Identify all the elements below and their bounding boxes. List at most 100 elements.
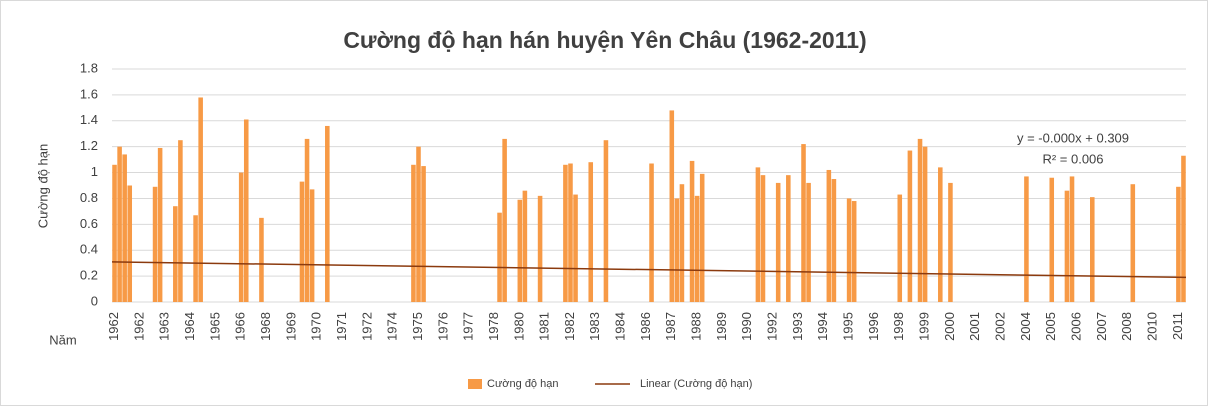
x-tick-label: 1977	[461, 312, 476, 341]
x-tick-label: 1975	[410, 312, 425, 341]
x-tick-label: 1972	[359, 312, 374, 341]
bar	[127, 185, 133, 302]
x-tick-label: 1980	[511, 312, 526, 341]
x-tick-label: 1988	[689, 312, 704, 341]
x-tick-label: 2008	[1119, 312, 1134, 341]
x-tick-label: 2010	[1145, 312, 1160, 341]
y-axis-label: Cường độ hạn	[35, 144, 50, 228]
bar	[537, 195, 543, 302]
x-tick-label: 1971	[334, 312, 349, 341]
x-tick-label: 1981	[537, 312, 552, 341]
bar	[674, 198, 680, 302]
bar	[1176, 186, 1181, 302]
bar	[948, 182, 953, 302]
x-tick-label: 1964	[182, 312, 197, 341]
x-tick-label: 1966	[233, 312, 248, 341]
bar	[917, 138, 923, 302]
bar	[806, 182, 811, 302]
x-tick-label: 1993	[790, 312, 805, 341]
bar	[669, 110, 675, 302]
x-tick-label: 1990	[739, 312, 754, 341]
bar	[502, 138, 507, 302]
bar	[699, 173, 705, 302]
legend-swatch	[468, 379, 482, 389]
bar	[1089, 197, 1095, 302]
bar	[517, 199, 523, 302]
y-tick-label: 1.6	[80, 86, 98, 101]
bar	[497, 212, 502, 302]
bar	[775, 182, 781, 302]
bar	[421, 166, 426, 302]
bar	[198, 97, 203, 302]
bar	[325, 125, 330, 302]
x-tick-label: 1969	[283, 312, 298, 341]
x-tick-label: 1968	[258, 312, 273, 341]
x-tick-label: 1970	[309, 312, 324, 341]
legend-label: Linear (Cường độ hạn)	[640, 378, 752, 390]
bar	[786, 175, 791, 302]
x-tick-label: 1984	[613, 312, 628, 341]
x-tick-label: 1989	[714, 312, 729, 341]
chart-title: Cường độ hạn hán huyện Yên Châu (1962-20…	[343, 27, 866, 53]
bar	[897, 194, 903, 302]
x-tick-label: 1974	[385, 312, 400, 341]
bar	[563, 164, 568, 302]
y-tick-label: 0	[91, 293, 98, 308]
y-tick-label: 0.4	[80, 242, 98, 257]
bar	[846, 198, 852, 302]
bar	[157, 147, 163, 302]
bar	[568, 163, 573, 302]
x-tick-label: 1987	[663, 312, 678, 341]
bar	[259, 217, 264, 302]
trend-equation: y = -0.000x + 0.309	[1017, 130, 1129, 145]
x-tick-label: 2001	[967, 312, 982, 341]
bar	[122, 154, 127, 302]
x-tick-label: 1982	[562, 312, 577, 341]
bar	[299, 181, 305, 302]
x-tick-label: 2002	[993, 312, 1008, 341]
bar	[907, 150, 913, 302]
bar	[760, 175, 766, 302]
y-tick-label: 1.4	[80, 112, 98, 127]
bar	[304, 138, 310, 302]
bar	[152, 186, 158, 302]
x-tick-label: 1995	[841, 312, 856, 341]
bar	[309, 189, 315, 302]
x-tick-label: 1962	[106, 312, 121, 341]
y-tick-label: 1.2	[80, 138, 98, 153]
x-tick-label: 1996	[866, 312, 881, 341]
x-tick-label: 2007	[1094, 312, 1109, 341]
x-tick-label: 1998	[891, 312, 906, 341]
bar	[193, 215, 198, 302]
bar	[851, 201, 857, 302]
bar	[603, 140, 609, 302]
x-tick-label: 2011	[1170, 312, 1185, 340]
x-tick-label: 1962	[131, 312, 146, 341]
bar	[411, 164, 416, 302]
bar	[238, 172, 244, 302]
x-tick-label: 2005	[1043, 312, 1058, 341]
trendline	[111, 261, 1187, 279]
y-tick-label: 0.2	[80, 268, 98, 283]
bar	[588, 162, 594, 302]
y-tick-label: 0.6	[80, 216, 98, 231]
bar	[1130, 184, 1136, 302]
y-tick-label: 1.8	[80, 60, 98, 75]
bar	[416, 146, 421, 302]
x-tick-label: 1992	[765, 312, 780, 341]
x-tick-label: 1999	[917, 312, 932, 341]
bar	[938, 167, 943, 302]
bar	[694, 195, 700, 302]
bar	[826, 169, 832, 302]
x-tick-label: 1994	[815, 312, 830, 341]
x-axis-label: Năm	[49, 332, 76, 347]
bar	[755, 167, 761, 302]
bar	[1064, 190, 1070, 302]
bar	[117, 146, 122, 302]
bar	[573, 194, 578, 302]
bar	[1181, 155, 1186, 302]
x-tick-label: 1976	[435, 312, 450, 341]
bar	[522, 190, 528, 302]
x-tick-label: 2006	[1069, 312, 1084, 341]
